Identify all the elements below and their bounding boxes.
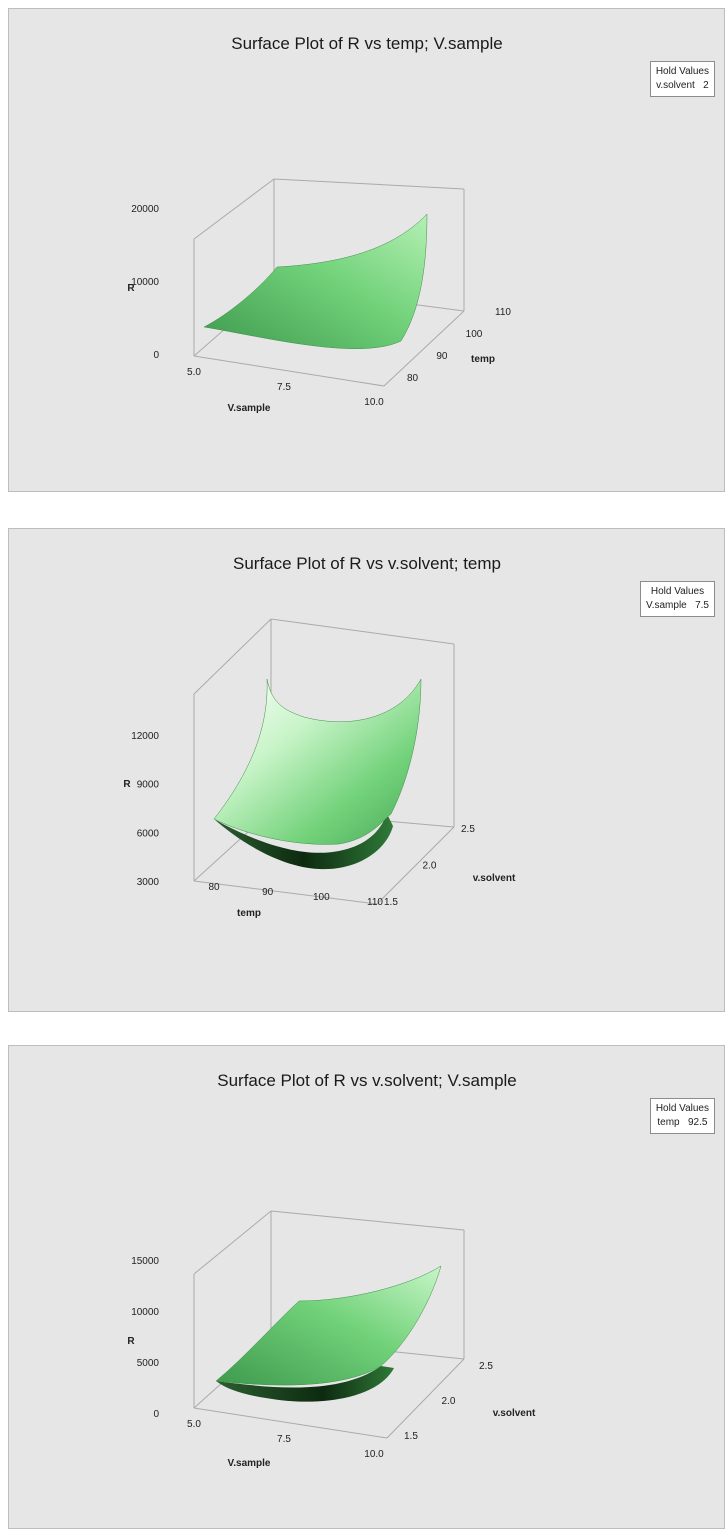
z-tick-label: 10000 [131,1307,159,1318]
x-tick-label: 10.0 [364,1449,384,1460]
surface-plot-panel: Surface Plot of R vs v.solvent; V.sample… [8,1045,725,1529]
surface-mesh [215,1265,442,1386]
z-tick-label: 0 [153,350,159,361]
y-tick-label: 90 [436,351,448,362]
z-tick-label: 15000 [131,1256,159,1267]
z-axis-label: R [127,1336,135,1347]
z-axis-label: R [127,283,135,294]
surface-mesh [213,678,422,845]
z-tick-label: 0 [153,1409,159,1420]
surface-underside [214,814,393,870]
y-tick-label: 100 [466,329,483,340]
surface-plot-svg: Surface Plot of R vs temp; V.sample 0 100… [127,34,511,414]
hold-variable-value: 92.5 [687,1117,708,1128]
x-tick-label: 5.0 [187,367,201,378]
hold-values-title: Hold Values [655,66,709,77]
surface-plot-svg: Surface Plot of R vs v.solvent; V.sample… [127,1071,536,1469]
axis-box [193,1210,465,1439]
hold-values-title: Hold Values [655,1103,709,1114]
z-tick-label: 20000 [131,204,159,215]
surface-plot-panel: Surface Plot of R vs temp; V.sample 0 100… [8,8,725,492]
y-tick-label: 80 [407,373,419,384]
hold-values-row: V.sample 7.5 [646,599,709,613]
z-axis-label: R [123,779,131,790]
surface-underside [216,1366,394,1402]
z-tick-label: 10000 [131,277,159,288]
y-axis-label: v.solvent [473,873,516,884]
hold-values-box: Hold Values V.sample 7.5 [639,581,715,617]
x-tick-label: 10.0 [364,397,384,408]
x-tick-label: 7.5 [277,382,291,393]
y-tick-label: 2.0 [423,861,437,872]
z-tick-label: 3000 [137,877,160,888]
surface-mesh [203,213,428,349]
y-axis-label: temp [471,354,495,365]
hold-values-row: v.solvent 2 [656,79,709,93]
hold-values-title: Hold Values [650,586,705,597]
chart-title: Surface Plot of R vs v.solvent; temp [233,554,501,573]
hold-variable-name: v.solvent [656,80,695,91]
z-tick-label: 12000 [131,731,159,742]
hold-variable-name: V.sample [645,600,687,611]
y-axis-label: v.solvent [493,1408,536,1419]
x-tick-label: 5.0 [187,1419,201,1430]
surface-plot-panel: Surface Plot of R vs v.solvent; temp 300… [8,528,725,1012]
x-tick-label: 100 [313,892,330,903]
z-tick-label: 9000 [137,780,160,791]
hold-variable-value: 7.5 [695,600,709,611]
hold-values-box: Hold Values v.solvent 2 [649,61,715,97]
x-tick-label: 110 [367,897,383,908]
x-axis-label: V.sample [228,403,271,414]
z-tick-label: 6000 [137,828,160,839]
hold-values-box: Hold Values temp 92.5 [649,1098,715,1134]
surface-plot-svg: Surface Plot of R vs v.solvent; temp 300… [123,554,516,919]
chart-title: Surface Plot of R vs temp; V.sample [231,34,503,53]
hold-variable-value: 2 [703,80,709,91]
hold-values-row: temp 92.5 [656,1116,709,1130]
x-axis-label: temp [237,908,261,919]
y-tick-label: 2.5 [461,824,475,835]
y-tick-label: 2.5 [479,1361,493,1372]
x-tick-label: 7.5 [277,1434,291,1445]
y-tick-label: 2.0 [442,1396,456,1407]
z-tick-label: 5000 [137,1358,160,1369]
y-tick-label: 1.5 [384,897,398,908]
hold-variable-name: temp [657,1117,680,1128]
chart-title: Surface Plot of R vs v.solvent; V.sample [217,1071,517,1090]
y-tick-label: 1.5 [404,1431,418,1442]
x-tick-label: 90 [262,887,274,898]
y-tick-label: 110 [495,307,511,318]
x-tick-label: 80 [208,882,220,893]
x-axis-label: V.sample [228,1458,271,1469]
